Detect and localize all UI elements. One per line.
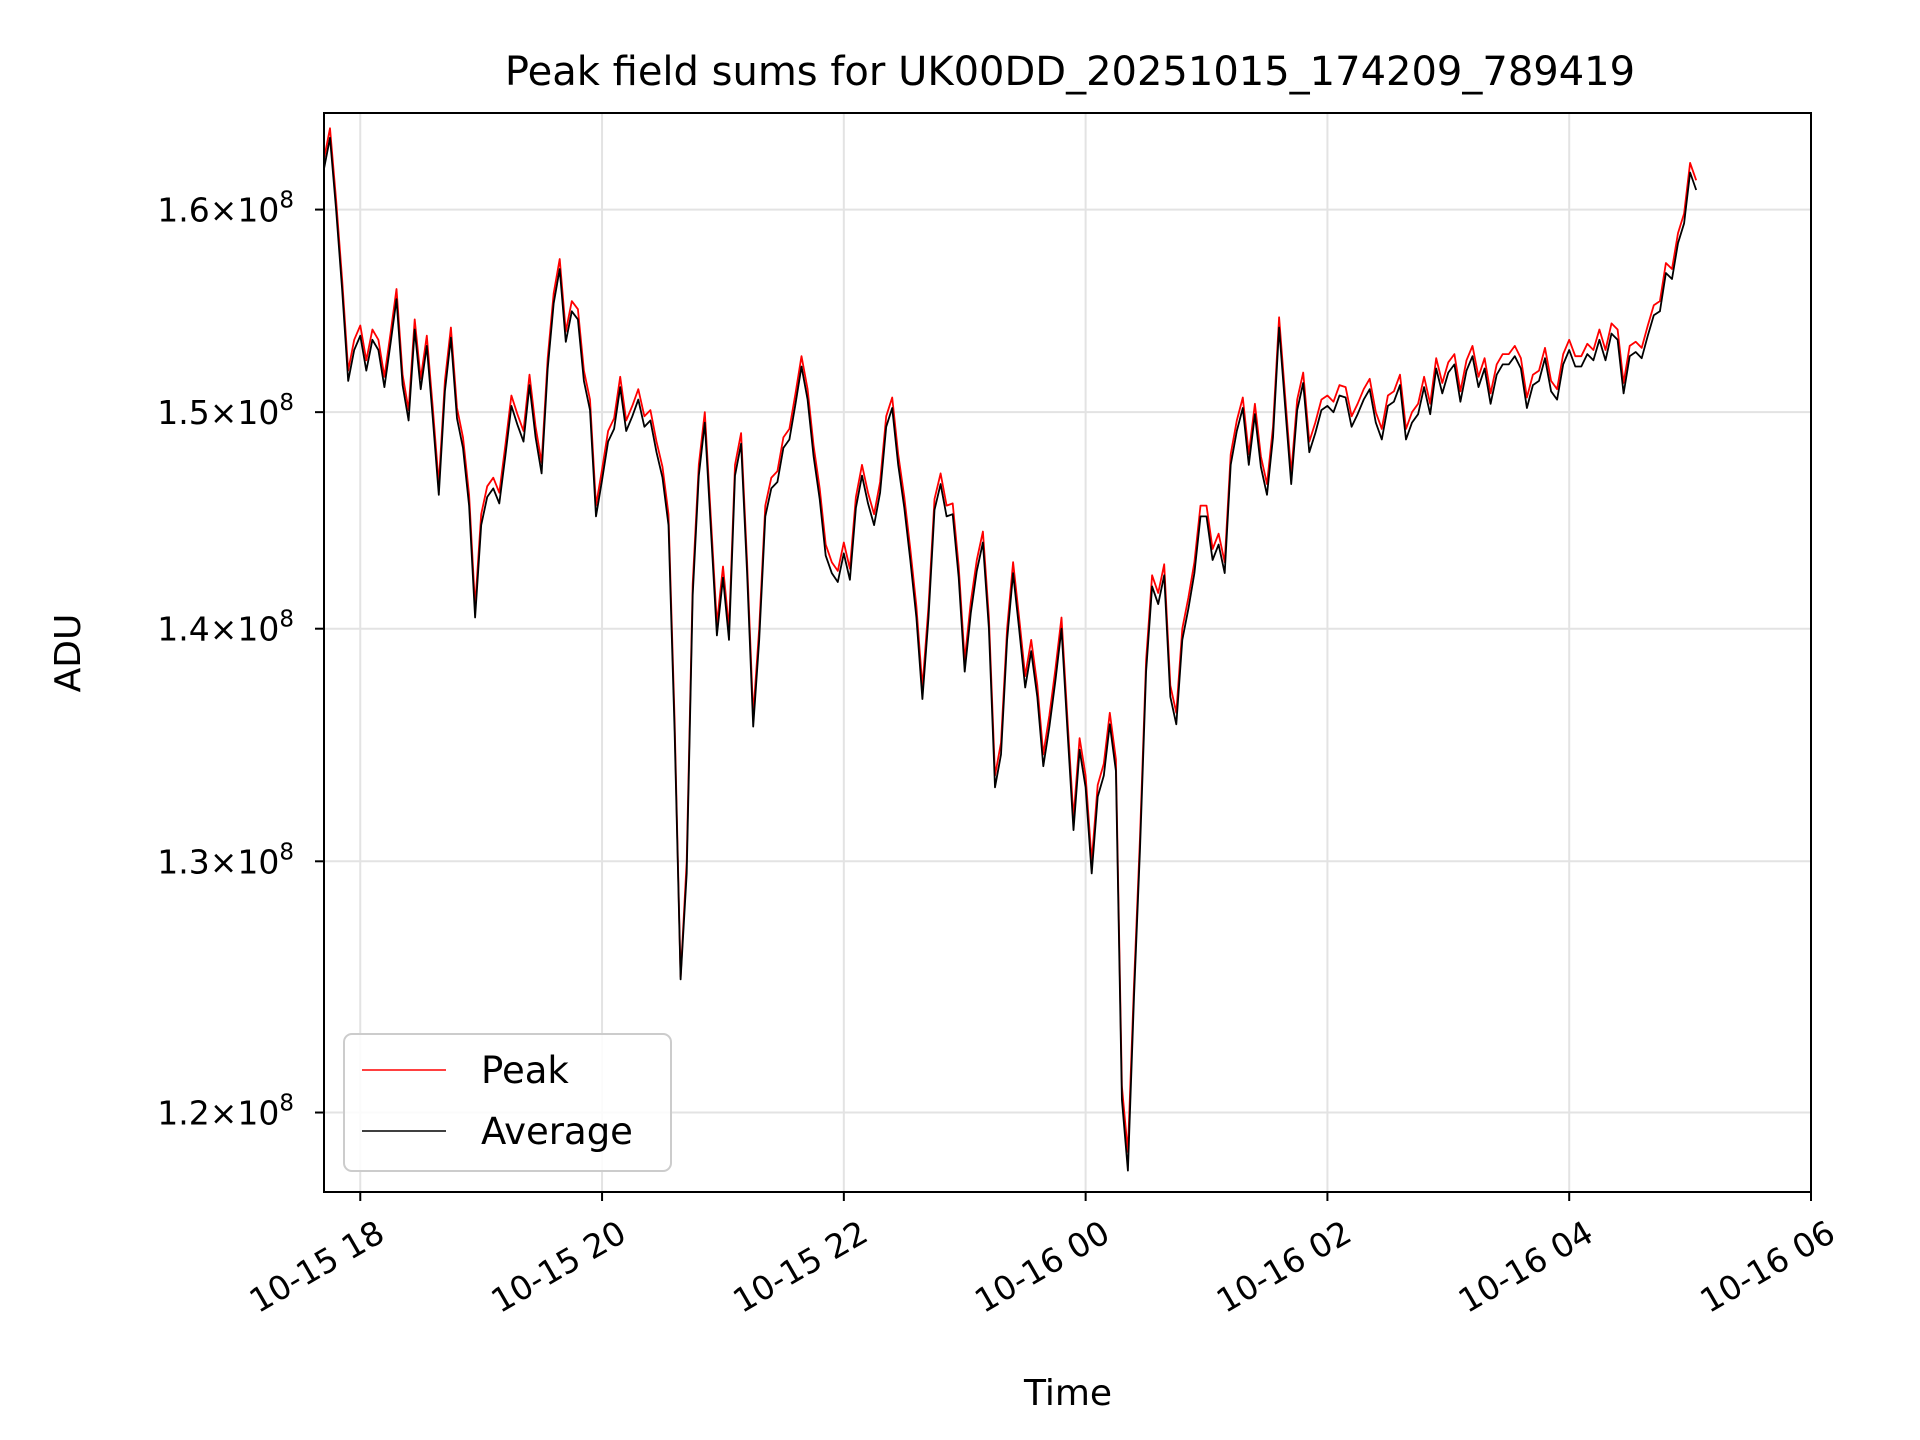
- y-tick-label: 1.4×108: [157, 607, 294, 649]
- y-tick-label: 1.6×108: [157, 188, 294, 230]
- plot-frame: [323, 112, 1812, 1193]
- legend-box: [343, 1033, 672, 1172]
- legend: Peak Average: [343, 1033, 672, 1172]
- x-axis-label: Time: [1023, 1373, 1112, 1414]
- legend-label-peak: Peak: [481, 1049, 569, 1092]
- series-line-peak: [324, 127, 1698, 1153]
- series-line-average: [324, 136, 1698, 1172]
- y-tick-label: 1.2×108: [157, 1091, 294, 1133]
- y-tick-label: 1.3×108: [157, 839, 294, 881]
- series-layer: [324, 127, 1698, 1172]
- legend-label-average: Average: [481, 1110, 633, 1153]
- chart-title: Peak field sums for UK00DD_20251015_1742…: [505, 49, 1635, 95]
- y-axis-label: ADU: [48, 614, 89, 693]
- y-tick-label: 1.5×108: [157, 390, 294, 432]
